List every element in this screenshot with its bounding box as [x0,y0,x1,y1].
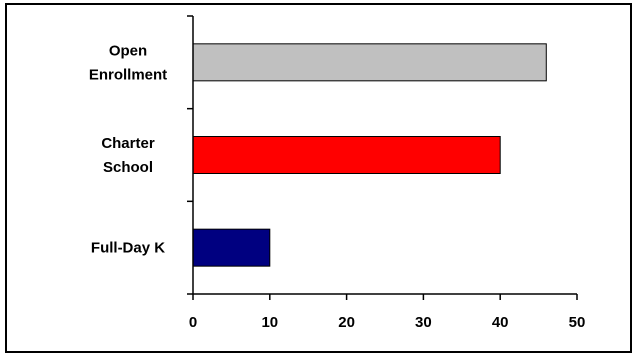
category-label-charter-school-line-1: Charter [101,135,155,152]
x-tick-label-30: 30 [415,314,432,331]
axes-group [187,15,578,300]
category-label-full-day-k: Full-Day K [91,240,165,257]
bar-charter-school [192,136,501,174]
x-tick-label-40: 40 [492,314,509,331]
bar-full-day-k [192,228,271,267]
labels-group: Open Enrollment Charter School Full-Day K 0 10… [89,42,586,331]
bars-group [192,43,547,267]
category-label-charter-school-line-2: School [103,159,153,176]
category-label-open-enrollment-line-2: Enrollment [89,66,167,83]
x-tick-label-10: 10 [261,314,278,331]
x-tick-label-50: 50 [569,314,586,331]
bar-open-enrollment [192,43,547,82]
x-tick-label-20: 20 [338,314,355,331]
category-label-open-enrollment-line-1: Open [109,42,147,59]
x-tick-label-0: 0 [189,314,197,331]
